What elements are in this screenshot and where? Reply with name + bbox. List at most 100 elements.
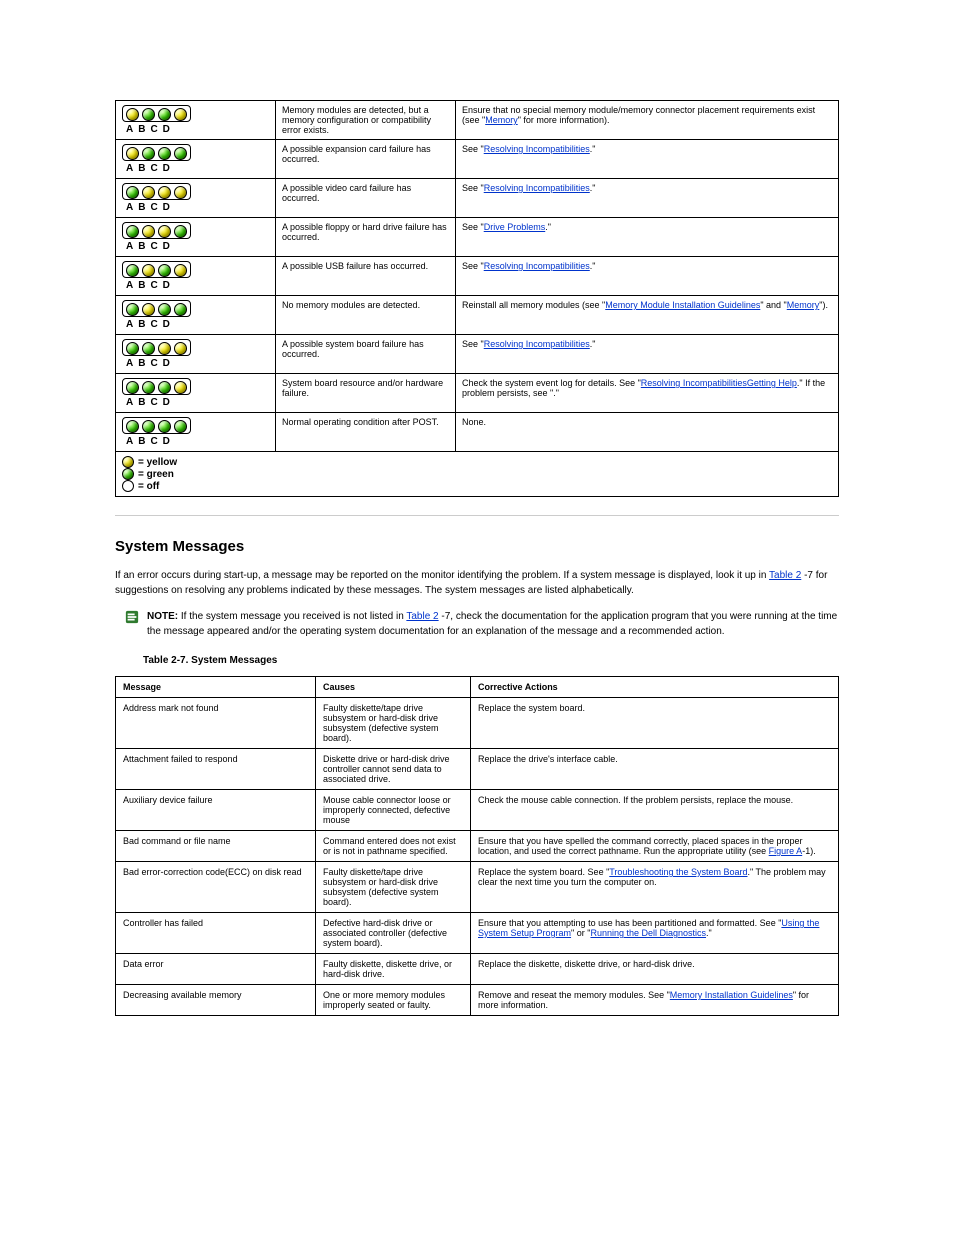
messages-table-title: Table 2-7. System Messages	[143, 655, 839, 666]
led-indicator	[142, 147, 155, 160]
led-indicator	[158, 303, 171, 316]
table-row: Address mark not foundFaulty diskette/ta…	[116, 698, 839, 749]
action-link[interactable]: Troubleshooting the System Board	[609, 867, 747, 877]
led-indicator	[142, 342, 155, 355]
action-cell: Reinstall all memory modules (see "Memor…	[456, 296, 839, 335]
led-indicator	[142, 108, 155, 121]
table-row: ABCDA possible video card failure has oc…	[116, 179, 839, 218]
action-cell: See "Resolving Incompatibilities."	[456, 335, 839, 374]
cause-cell: Faulty diskette/tape drive subsystem or …	[316, 698, 471, 749]
note-pre: If the system message you received is no…	[181, 611, 406, 622]
led-pattern-cell: ABCD	[116, 218, 276, 257]
action-cell: Ensure that you attempting to use has be…	[471, 913, 839, 954]
led-labels: ABCD	[122, 241, 269, 252]
table-row: Controller has failedDefective hard-disk…	[116, 913, 839, 954]
led-indicator	[126, 108, 139, 121]
led-indicator	[142, 264, 155, 277]
section-heading: System Messages	[115, 538, 839, 555]
table-row: Decreasing available memoryOne or more m…	[116, 985, 839, 1016]
table-row: Bad command or file nameCommand entered …	[116, 831, 839, 862]
cause-cell: Normal operating condition after POST.	[276, 413, 456, 452]
led-labels: ABCD	[122, 319, 269, 330]
led-indicator	[142, 303, 155, 316]
action-cell: None.	[456, 413, 839, 452]
led-indicator	[142, 420, 155, 433]
table2-link[interactable]: Table 2	[769, 570, 801, 581]
led-indicator	[126, 147, 139, 160]
action-link[interactable]: Resolving Incompatibilities	[641, 378, 747, 388]
legend-dot	[122, 480, 134, 492]
led-indicator	[126, 342, 139, 355]
action-cell: Ensure that you have spelled the command…	[471, 831, 839, 862]
legend-label: = green	[138, 469, 174, 480]
action-link[interactable]: Drive Problems	[484, 222, 546, 232]
led-indicator	[174, 225, 187, 238]
table-row: Data errorFaulty diskette, diskette driv…	[116, 954, 839, 985]
note-block: NOTE: If the system message you received…	[125, 610, 839, 639]
cause-cell: Command entered does not exist or is not…	[316, 831, 471, 862]
action-link[interactable]: Memory Module Installation Guidelines	[605, 300, 760, 310]
cause-cell: Memory modules are detected, but a memor…	[276, 101, 456, 140]
legend-dot	[122, 468, 134, 480]
message-cell: Bad error-correction code(ECC) on disk r…	[116, 862, 316, 913]
legend-item: = yellow	[122, 456, 832, 468]
led-indicator	[158, 264, 171, 277]
led-indicator	[142, 381, 155, 394]
led-labels: ABCD	[122, 436, 269, 447]
action-cell: See "Drive Problems."	[456, 218, 839, 257]
action-link[interactable]: Resolving Incompatibilities	[484, 144, 590, 154]
action-link[interactable]: Figure A	[769, 846, 803, 856]
intro-text-pre: If an error occurs during start-up, a me…	[115, 570, 769, 581]
action-link[interactable]: Resolving Incompatibilities	[484, 339, 590, 349]
led-pattern-cell: ABCD	[116, 296, 276, 335]
table-row: ABCDA possible USB failure has occurred.…	[116, 257, 839, 296]
led-labels: ABCD	[122, 397, 269, 408]
action-cell: Replace the diskette, diskette drive, or…	[471, 954, 839, 985]
led-indicator	[174, 342, 187, 355]
action-cell: Replace the drive's interface cable.	[471, 749, 839, 790]
action-link[interactable]: Getting Help	[747, 378, 797, 388]
cause-cell: A possible system board failure has occu…	[276, 335, 456, 374]
led-indicator	[158, 147, 171, 160]
legend-item: = off	[122, 480, 832, 492]
led-indicator	[158, 186, 171, 199]
cause-cell: A possible floppy or hard drive failure …	[276, 218, 456, 257]
message-cell: Controller has failed	[116, 913, 316, 954]
led-indicator	[142, 186, 155, 199]
action-cell: Ensure that no special memory module/mem…	[456, 101, 839, 140]
table-row: ABCD No memory modules are detected.Reins…	[116, 296, 839, 335]
led-indicator	[126, 303, 139, 316]
message-cell: Address mark not found	[116, 698, 316, 749]
table-row: Bad error-correction code(ECC) on disk r…	[116, 862, 839, 913]
led-indicator	[174, 108, 187, 121]
led-pattern-cell: ABCD	[116, 335, 276, 374]
table-row: ABCD Normal operating condition after POS…	[116, 413, 839, 452]
led-labels: ABCD	[122, 280, 269, 291]
led-indicator	[158, 225, 171, 238]
action-cell: See "Resolving Incompatibilities."	[456, 140, 839, 179]
message-cell: Data error	[116, 954, 316, 985]
action-link[interactable]: Resolving Incompatibilities	[484, 261, 590, 271]
message-cell: Decreasing available memory	[116, 985, 316, 1016]
header-message: Message	[116, 677, 316, 698]
note-icon	[125, 610, 139, 624]
table-row: ABCDMemory modules are detected, but a m…	[116, 101, 839, 140]
diagnostic-lights-table: ABCD Memory modules are detected, but a m…	[115, 100, 839, 497]
action-cell: See "Resolving Incompatibilities."	[456, 179, 839, 218]
led-labels: ABCD	[122, 163, 269, 174]
led-labels: ABCD	[122, 358, 269, 369]
led-indicator	[174, 147, 187, 160]
message-cell: Bad command or file name	[116, 831, 316, 862]
cause-cell: Faulty diskette/tape drive subsystem or …	[316, 862, 471, 913]
cause-cell: No memory modules are detected.	[276, 296, 456, 335]
action-link[interactable]: Memory Installation Guidelines	[670, 990, 793, 1000]
action-link[interactable]: Resolving Incompatibilities	[484, 183, 590, 193]
table-row: ABCDA possible expansion card failure ha…	[116, 140, 839, 179]
action-link[interactable]: Running the Dell Diagnostics	[590, 928, 706, 938]
led-labels: ABCD	[122, 202, 269, 213]
note-table2-link[interactable]: Table 2	[406, 611, 438, 622]
action-link[interactable]: Memory	[485, 115, 518, 125]
led-pattern-cell: ABCD	[116, 179, 276, 218]
action-link[interactable]: Memory	[787, 300, 820, 310]
led-pattern-cell: ABCD	[116, 413, 276, 452]
